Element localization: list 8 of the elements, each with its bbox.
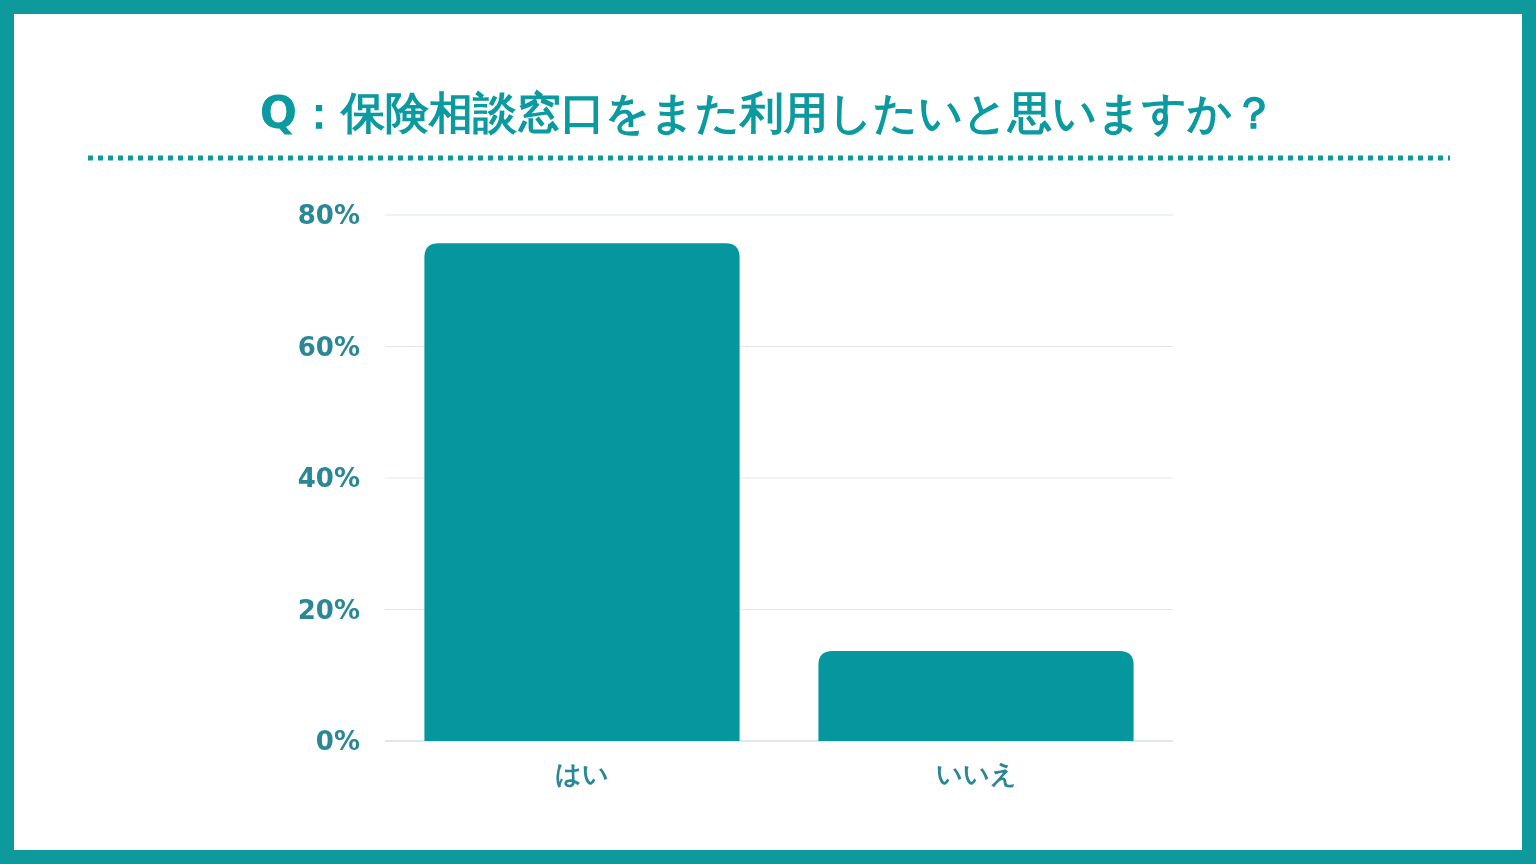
y-tick-label: 20% (297, 594, 360, 625)
y-tick-label: 80% (297, 200, 360, 230)
x-tick-label: はい (555, 759, 609, 789)
y-tick-label: 0% (315, 726, 360, 756)
x-tick-label: いいえ (935, 759, 1017, 789)
y-tick-label: 40% (297, 463, 360, 493)
y-tick-label: 60% (297, 331, 360, 362)
chart-title: Q：保険相談窓口をまた利用したいと思いますか？ (259, 87, 1277, 138)
